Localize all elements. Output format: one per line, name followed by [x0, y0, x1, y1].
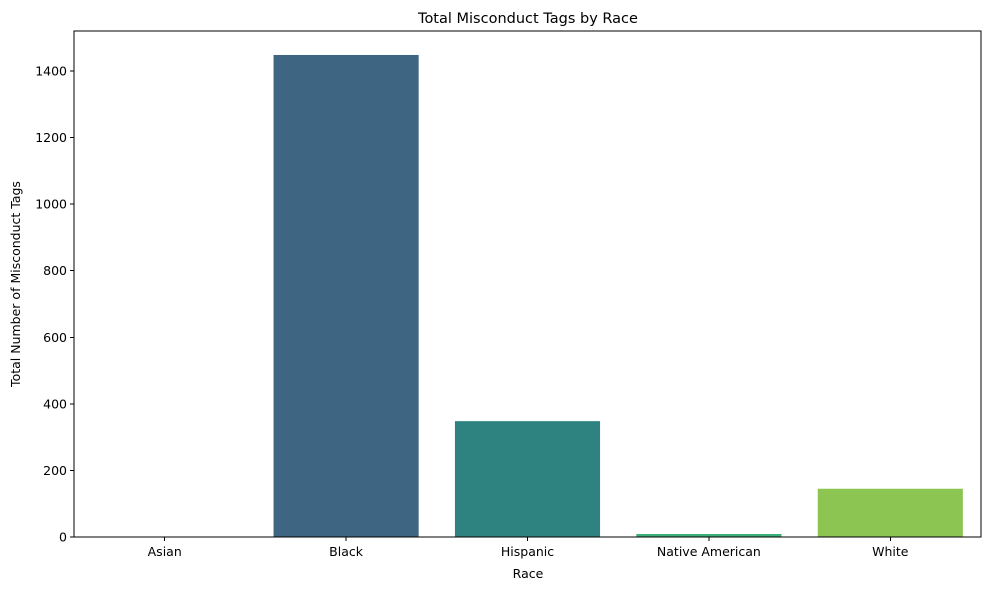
y-axis-label: Total Number of Misconduct Tags	[8, 181, 23, 388]
y-tick-label-1200: 1200	[35, 130, 67, 145]
x-tick-label-hispanic: Hispanic	[501, 544, 554, 559]
y-tick-label-600: 600	[43, 330, 67, 345]
x-tick-label-asian: Asian	[148, 544, 182, 559]
x-tick-label-white: White	[872, 544, 909, 559]
y-axis-ticks: 0 200 400 600 800 1000 1200 1400	[35, 63, 74, 545]
y-tick-label-0: 0	[59, 530, 67, 545]
x-axis-label: Race	[513, 566, 544, 581]
y-tick-label-1400: 1400	[35, 63, 67, 78]
bars-group	[273, 54, 963, 537]
y-tick-label-800: 800	[43, 263, 67, 278]
bar-native-american	[636, 534, 782, 537]
bar-black	[273, 54, 419, 537]
y-tick-label-1000: 1000	[35, 197, 67, 212]
plot-frame	[73, 30, 982, 538]
bar-hispanic	[454, 421, 601, 537]
x-axis-ticks: Asian Black Hispanic Native American White	[148, 537, 909, 559]
chart-title: Total Misconduct Tags by Race	[417, 11, 638, 27]
y-tick-label-200: 200	[43, 463, 67, 478]
y-tick-label-400: 400	[43, 396, 67, 411]
plot-area: 0 200 400 600 800 1000 1200 1400 Asian Black Hisp…	[35, 30, 982, 559]
x-tick-label-native-american: Native American	[657, 544, 761, 559]
bar-white	[817, 488, 963, 537]
x-tick-label-black: Black	[329, 544, 364, 559]
